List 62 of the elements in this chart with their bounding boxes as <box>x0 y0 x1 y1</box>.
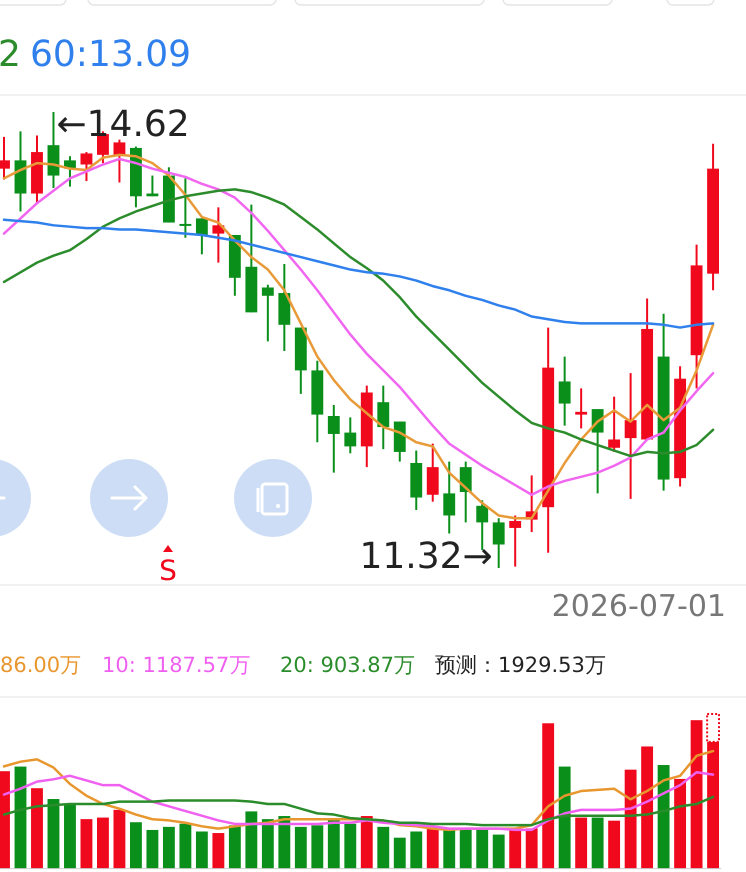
bar <box>80 819 92 869</box>
annotation: S <box>159 554 177 587</box>
bar <box>130 822 142 869</box>
bar <box>608 820 620 869</box>
bar <box>245 811 258 869</box>
bar <box>14 766 26 869</box>
text: 20: 903.87万 <box>280 653 415 677</box>
bar <box>228 825 241 869</box>
candlestick <box>179 177 192 239</box>
bar <box>64 804 76 869</box>
text: 86.00万 <box>0 653 82 677</box>
candlestick <box>196 217 208 256</box>
bar <box>97 818 109 869</box>
bar <box>31 788 43 869</box>
candlestick <box>624 372 637 500</box>
text: 2 <box>0 34 21 75</box>
bar <box>575 818 588 869</box>
bar <box>179 824 192 869</box>
bar <box>476 828 488 869</box>
text: 2026-07-01 <box>552 589 726 624</box>
bar <box>394 838 406 869</box>
bar <box>344 824 356 869</box>
bar <box>113 810 126 869</box>
bar <box>558 766 571 869</box>
bar <box>492 834 505 869</box>
bar <box>460 828 472 869</box>
bar <box>624 770 637 869</box>
bar <box>542 723 554 869</box>
bar <box>526 828 538 869</box>
bar <box>212 833 224 869</box>
text: 10: 1187.57万 <box>102 653 250 677</box>
text: 预测：1929.53万 <box>435 653 606 677</box>
bar <box>690 720 703 869</box>
annotation: ←14.62 <box>56 104 190 145</box>
bar <box>658 765 670 869</box>
candlestick <box>262 284 274 342</box>
candlestick <box>443 460 456 534</box>
bar <box>674 778 686 869</box>
candlestick <box>344 416 356 454</box>
annotation: 11.32→ <box>359 536 493 577</box>
candlestick <box>608 396 620 453</box>
bar <box>426 828 439 869</box>
candlestick <box>113 138 126 184</box>
bar <box>146 830 158 869</box>
candlestick <box>575 387 588 430</box>
bar <box>377 826 390 869</box>
bar <box>410 831 422 869</box>
bar <box>311 825 324 869</box>
text: 60:13.09 <box>30 34 191 75</box>
candlestick <box>492 517 505 569</box>
bar <box>592 818 604 869</box>
bar <box>262 819 274 869</box>
bar <box>162 826 175 869</box>
bar <box>641 746 654 869</box>
bar <box>48 799 60 869</box>
bar <box>294 826 307 869</box>
candlestick <box>328 404 340 474</box>
candlestick <box>80 151 92 182</box>
candlestick <box>146 174 158 198</box>
bar <box>196 831 208 869</box>
candlestick <box>509 514 522 568</box>
candlestick <box>558 356 571 427</box>
